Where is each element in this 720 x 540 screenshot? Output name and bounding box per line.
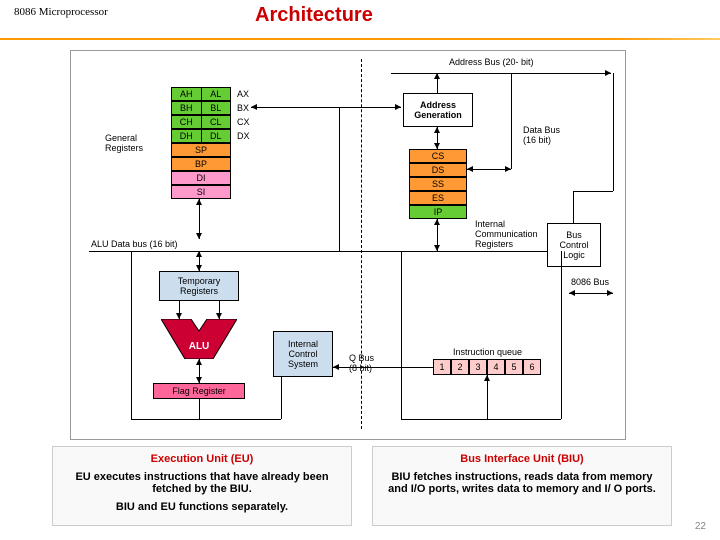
bus-line bbox=[401, 419, 561, 420]
header-subtitle: 8086 Microprocessor bbox=[14, 6, 108, 18]
bus-line bbox=[131, 419, 281, 420]
arrow-icon bbox=[505, 166, 511, 172]
eu-body-1: EU executes instructions that have alrea… bbox=[63, 471, 341, 495]
architecture-diagram: GeneralRegisters AHAL AX BHBL BX CHCL CX DHDL D… bbox=[70, 50, 626, 440]
bus-8086-label: 8086 Bus bbox=[571, 277, 609, 287]
bus-line bbox=[401, 251, 402, 419]
register-single-row: SP bbox=[171, 143, 231, 157]
register-pair-row: DHDL bbox=[171, 129, 231, 143]
segment-register-row: DS bbox=[409, 163, 467, 177]
register-pair-row: CHCL bbox=[171, 115, 231, 129]
queue-cell: 1 bbox=[433, 359, 451, 375]
bus-line bbox=[339, 107, 340, 251]
general-registers-label: GeneralRegisters bbox=[105, 133, 143, 153]
alu-data-bus-label: ALU Data bus (16 bit) bbox=[91, 239, 178, 249]
bus-line bbox=[613, 73, 614, 191]
bus-line bbox=[573, 191, 613, 192]
arrow-icon bbox=[434, 219, 440, 225]
register-name-label: CX bbox=[237, 117, 250, 127]
bus-line bbox=[339, 251, 569, 252]
bus-line bbox=[199, 399, 200, 419]
eu-biu-divider bbox=[361, 59, 362, 429]
segment-register-row: IP bbox=[409, 205, 467, 219]
arrow-icon bbox=[434, 127, 440, 133]
register-name-label: DX bbox=[237, 131, 250, 141]
register-name-label: BX bbox=[237, 103, 249, 113]
segment-register-row: SS bbox=[409, 177, 467, 191]
arrow-icon bbox=[196, 199, 202, 205]
queue-cell: 6 bbox=[523, 359, 541, 375]
arrow-icon bbox=[605, 70, 611, 76]
header-rule bbox=[0, 38, 720, 40]
register-single-row: BP bbox=[171, 157, 231, 171]
eu-title: Execution Unit (EU) bbox=[63, 453, 341, 465]
queue-cell: 2 bbox=[451, 359, 469, 375]
eu-description-box: Execution Unit (EU) EU executes instruct… bbox=[52, 446, 352, 526]
arrow-icon bbox=[395, 104, 401, 110]
alu-shape: ALU bbox=[161, 319, 237, 359]
data-bus-label: Data Bus(16 bit) bbox=[523, 125, 560, 145]
bus-control-logic-box: BusControlLogic bbox=[547, 223, 601, 267]
bus-line bbox=[281, 377, 282, 419]
bus-line bbox=[391, 73, 611, 74]
bus-line bbox=[251, 107, 401, 108]
bus-line bbox=[561, 267, 562, 419]
segment-register-row: ES bbox=[409, 191, 467, 205]
arrow-icon bbox=[196, 251, 202, 257]
arrow-icon bbox=[484, 375, 490, 381]
address-bus-label: Address Bus (20- bit) bbox=[449, 57, 534, 67]
flag-register-box: Flag Register bbox=[153, 383, 245, 399]
biu-title: Bus Interface Unit (BIU) bbox=[383, 453, 661, 465]
bus-line bbox=[561, 251, 562, 267]
register-single-row: DI bbox=[171, 171, 231, 185]
bus-line bbox=[511, 73, 512, 169]
register-name-label: AX bbox=[237, 89, 249, 99]
queue-cell: 4 bbox=[487, 359, 505, 375]
bus-line bbox=[487, 375, 488, 419]
arrow-icon bbox=[196, 359, 202, 365]
arrow-icon bbox=[467, 166, 473, 172]
address-generation-box: AddressGeneration bbox=[403, 93, 473, 127]
segment-register-row: CS bbox=[409, 149, 467, 163]
register-pair-row: AHAL bbox=[171, 87, 231, 101]
register-single-row: SI bbox=[171, 185, 231, 199]
instruction-queue-label: Instruction queue bbox=[453, 347, 522, 357]
arrow-icon bbox=[434, 73, 440, 79]
page-number: 22 bbox=[695, 521, 706, 532]
queue-cell: 3 bbox=[469, 359, 487, 375]
arrow-icon bbox=[434, 245, 440, 251]
bus-line bbox=[131, 251, 132, 419]
arrow-icon bbox=[569, 290, 575, 296]
biu-body: BIU fetches instructions, reads data fro… bbox=[383, 471, 661, 495]
bus-line bbox=[573, 191, 574, 223]
arrow-icon bbox=[251, 104, 257, 110]
svg-text:ALU: ALU bbox=[189, 341, 210, 352]
bus-line bbox=[333, 367, 433, 368]
eu-body-2: BIU and EU functions separately. bbox=[63, 501, 341, 513]
arrow-icon bbox=[196, 233, 202, 239]
temporary-registers-box: TemporaryRegisters bbox=[159, 271, 239, 301]
queue-cell: 5 bbox=[505, 359, 523, 375]
biu-description-box: Bus Interface Unit (BIU) BIU fetches ins… bbox=[372, 446, 672, 526]
arrow-icon bbox=[333, 364, 339, 370]
arrow-icon bbox=[607, 290, 613, 296]
register-pair-row: BHBL bbox=[171, 101, 231, 115]
bus-line bbox=[89, 251, 339, 252]
q-bus-label: Q Bus(8 bit) bbox=[349, 353, 374, 373]
internal-control-box: InternalControlSystem bbox=[273, 331, 333, 377]
internal-comm-label: InternalCommunicationRegisters bbox=[475, 219, 538, 249]
header-title: Architecture bbox=[255, 4, 373, 27]
